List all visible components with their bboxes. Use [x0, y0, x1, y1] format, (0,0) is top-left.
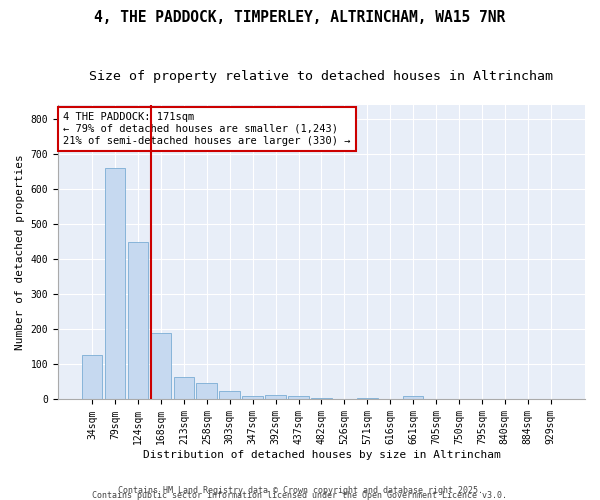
Bar [196, 383, 217, 400]
Bar [403, 396, 424, 400]
Bar [151, 333, 171, 400]
Title: Size of property relative to detached houses in Altrincham: Size of property relative to detached ho… [89, 70, 553, 83]
Text: 4 THE PADDOCK: 171sqm
← 79% of detached houses are smaller (1,243)
21% of semi-d: 4 THE PADDOCK: 171sqm ← 79% of detached … [63, 112, 350, 146]
Bar [220, 390, 240, 400]
Text: Contains HM Land Registry data © Crown copyright and database right 2025.: Contains HM Land Registry data © Crown c… [118, 486, 482, 495]
Bar [173, 376, 194, 400]
Bar [311, 398, 332, 400]
X-axis label: Distribution of detached houses by size in Altrincham: Distribution of detached houses by size … [143, 450, 500, 460]
Bar [128, 242, 148, 400]
Bar [242, 396, 263, 400]
Text: Contains public sector information licensed under the Open Government Licence v3: Contains public sector information licen… [92, 490, 508, 500]
Text: 4, THE PADDOCK, TIMPERLEY, ALTRINCHAM, WA15 7NR: 4, THE PADDOCK, TIMPERLEY, ALTRINCHAM, W… [94, 10, 506, 25]
Bar [265, 396, 286, 400]
Bar [288, 396, 309, 400]
Bar [357, 398, 377, 400]
Bar [105, 168, 125, 400]
Bar [82, 354, 103, 400]
Y-axis label: Number of detached properties: Number of detached properties [15, 154, 25, 350]
